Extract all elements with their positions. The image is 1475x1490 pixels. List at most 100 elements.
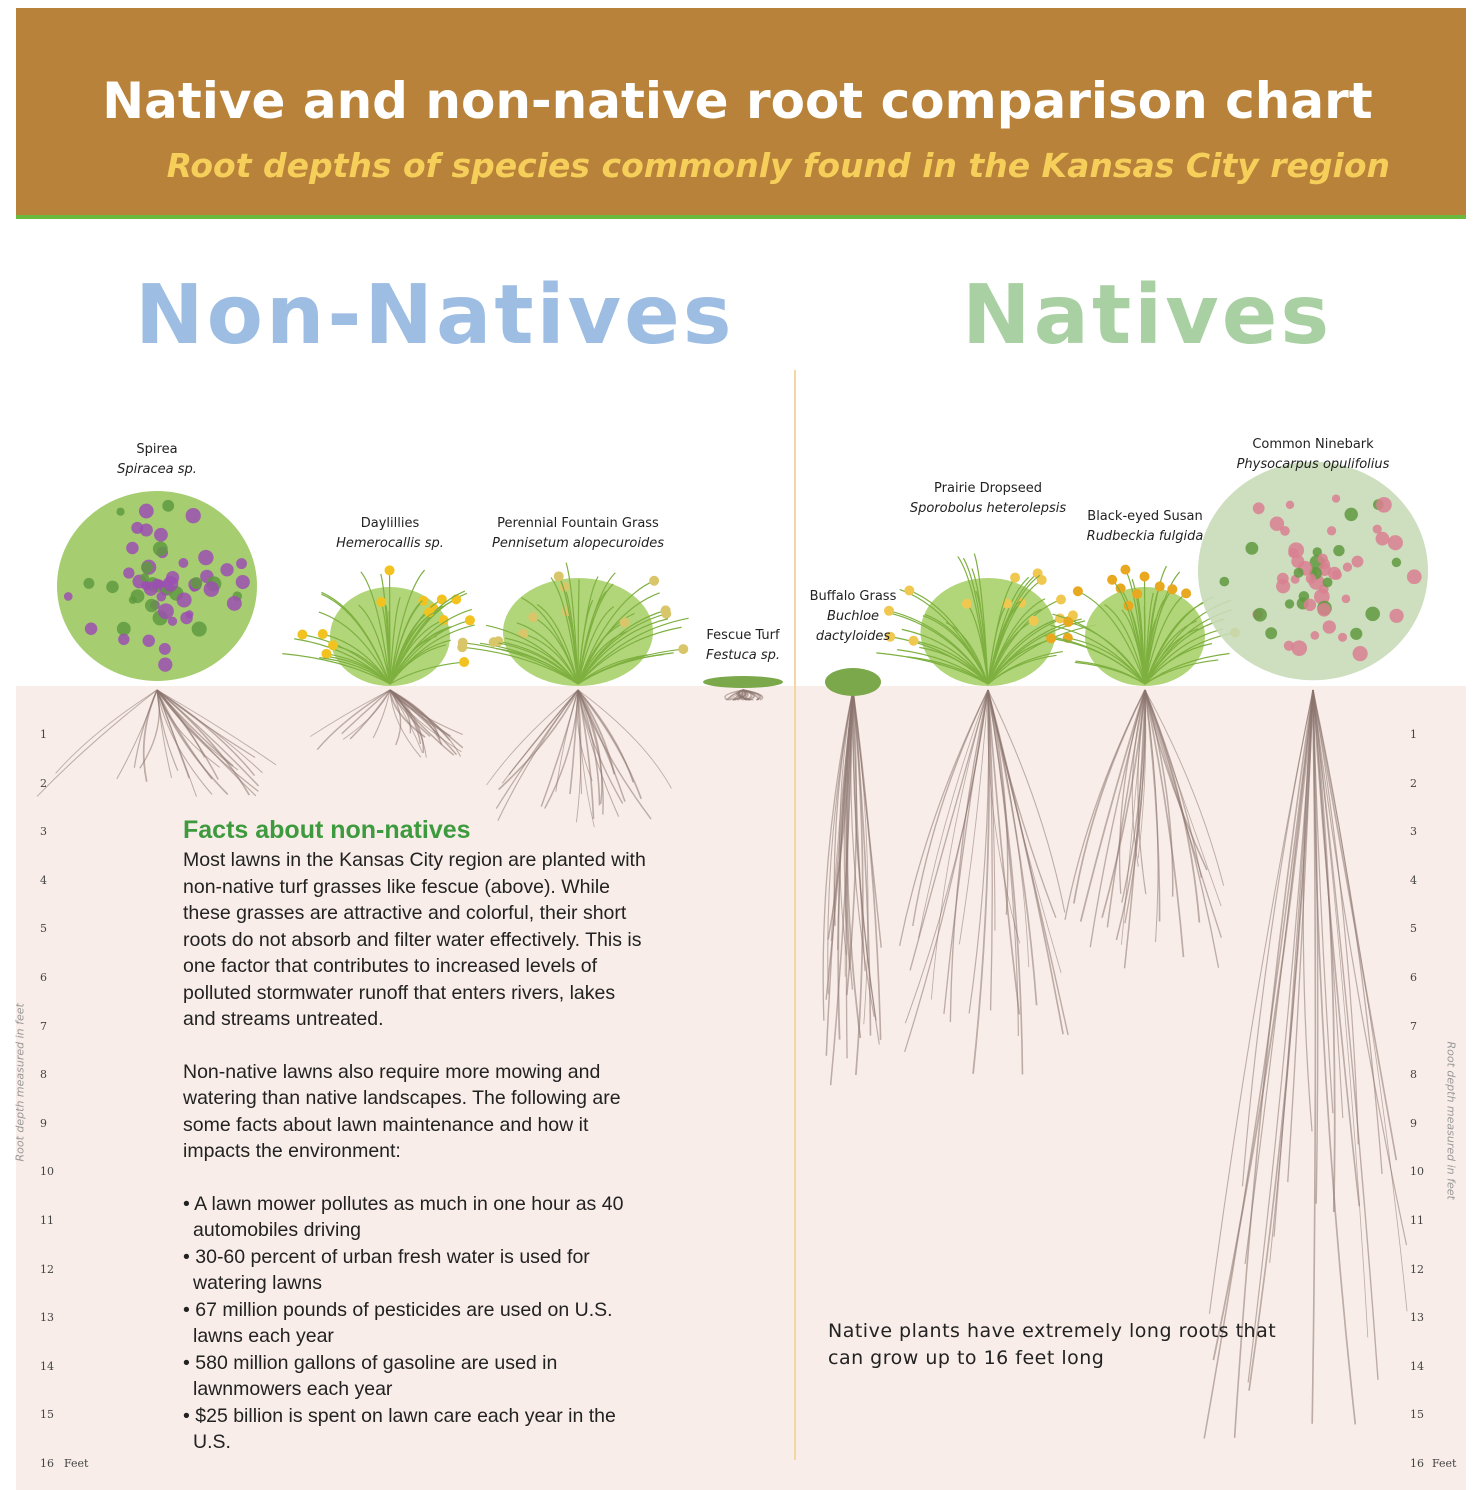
flower [153,541,168,556]
flower [1294,568,1304,578]
depth-tick: 7 [40,1020,47,1033]
section-heading: Non-Natives [135,268,735,363]
bullet: A lawn mower pollutes as much in one hou… [183,1191,653,1244]
depth-tick: 5 [1410,922,1417,935]
flower [1333,545,1344,556]
note: Native plants have extremely long roots … [828,1318,1278,1372]
paragraph: Non-native lawns also require more mowin… [183,1059,653,1165]
bloom [909,636,919,646]
flower [1376,532,1390,546]
depth-tick: 15 [1410,1408,1424,1421]
bloom [1120,565,1130,575]
flower [1327,526,1336,535]
depth-tick: 10 [40,1165,54,1178]
plant [282,565,475,686]
flower [198,550,213,565]
flower [156,592,166,602]
flower [1323,620,1336,633]
flower [118,634,129,645]
flower [1343,562,1352,571]
plant-label: Buffalo GrassBuchloe dactyloides [798,587,908,647]
bloom [328,640,338,650]
depth-tick: 12 [40,1263,54,1276]
bullet: $25 billion is spent on lawn care each y… [183,1403,653,1456]
flower [1317,603,1331,617]
bloom [1010,573,1020,583]
depth-tick: 4 [40,874,47,887]
flower [1253,608,1267,622]
flower [1352,556,1364,568]
depth-tick: 3 [1410,825,1417,838]
bloom [489,637,499,647]
flower [1285,599,1294,608]
bloom [1181,588,1191,598]
bloom [1107,575,1117,585]
tuft [825,668,881,696]
plant-name: Black-eyed Susan [1087,509,1202,524]
flower [227,596,242,611]
flower [1291,640,1307,656]
plant-name: Common Ninebark [1252,437,1373,452]
flower [1276,579,1290,593]
bloom [465,615,475,625]
flower [180,612,192,624]
plant-label: Perennial Fountain GrassPennisetum alope… [478,514,678,554]
flower [143,634,155,646]
depth-tick: 1 [40,728,47,741]
flower [1219,577,1229,587]
flower [1342,595,1351,604]
page: Native and non-native root comparison ch… [0,0,1475,1490]
flower [236,575,250,589]
flower [162,500,174,512]
depth-tick: 8 [1410,1068,1417,1081]
header-rule [16,215,1466,219]
bloom [962,599,972,609]
flower [190,577,202,589]
flower [1318,554,1328,564]
flower [1286,501,1294,509]
axis-label: Root depth measured in feet [14,1042,27,1162]
flower [1344,508,1357,521]
depth-tick: 7 [1410,1020,1417,1033]
flower [1407,569,1422,584]
bloom [528,612,538,622]
plant-latin: Festuca sp. [643,646,843,666]
facts-heading: Facts about non-natives [183,813,653,847]
flower [1304,599,1316,611]
depth-tick: 12 [1410,1263,1424,1276]
plant [825,668,881,696]
plant-name: Perennial Fountain Grass [497,516,659,531]
flower [178,558,188,568]
flower [129,596,137,604]
bloom [297,630,307,640]
flower [204,581,220,597]
bloom [518,629,528,639]
plant-name: Buffalo Grass [810,589,897,604]
flower [1332,570,1342,580]
flower [1388,535,1403,550]
flower [220,563,233,576]
flower [117,622,131,636]
flower [163,576,178,591]
plant-name: Fescue Turf [706,628,779,643]
bloom [376,597,386,607]
bloom [1063,617,1073,627]
depth-tick: 8 [40,1068,47,1081]
bloom [385,565,395,575]
depth-tick: 11 [1410,1214,1424,1227]
depth-tick: 16 [40,1457,54,1470]
bullet: 67 million pounds of pesticides are used… [183,1297,653,1350]
tuft [703,676,783,688]
bloom [1073,586,1083,596]
depth-tick: 2 [1410,777,1417,790]
flower [126,542,138,554]
depth-tick: 9 [40,1117,47,1130]
plant-name: Prairie Dropseed [934,481,1042,496]
bloom [1155,581,1165,591]
flower [140,524,153,537]
bloom [620,617,630,627]
flower [141,562,153,574]
depth-tick: 9 [1410,1117,1417,1130]
flower [1245,542,1258,555]
